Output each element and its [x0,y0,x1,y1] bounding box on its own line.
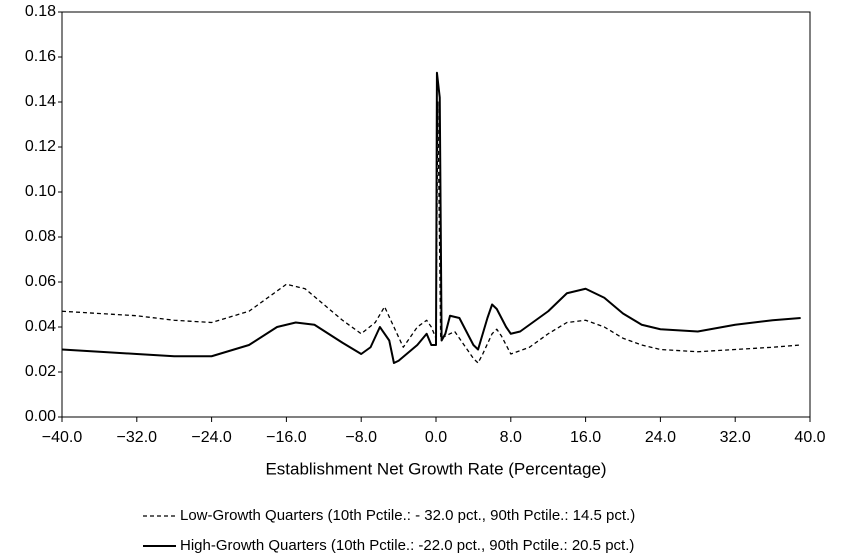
y-tick-label: 0.16 [25,48,56,65]
y-tick-label: 0.04 [25,318,56,335]
x-tick-label: −24.0 [191,429,232,446]
y-tick-label: 0.14 [25,93,56,110]
x-tick-label: 16.0 [570,429,601,446]
y-tick-label: 0.10 [25,183,56,200]
y-tick-label: 0.18 [25,3,56,20]
x-tick-label: 0.0 [425,429,447,446]
x-tick-label: −32.0 [117,429,158,446]
x-tick-label: 8.0 [500,429,522,446]
y-tick-label: 0.06 [25,273,56,290]
legend-label: High-Growth Quarters (10th Pctile.: -22.… [180,537,634,554]
y-tick-label: 0.02 [25,363,56,380]
x-tick-label: −40.0 [42,429,83,446]
x-tick-label: 32.0 [720,429,751,446]
x-tick-label: 40.0 [794,429,825,446]
y-tick-label: 0.12 [25,138,56,155]
x-tick-label: 24.0 [645,429,676,446]
x-tick-label: −16.0 [266,429,307,446]
series-line [61,101,801,364]
series-line [61,71,801,364]
y-tick-label: 0.08 [25,228,56,245]
legend-label: Low-Growth Quarters (10th Pctile.: - 32.… [180,507,635,524]
x-axis-label: Establishment Net Growth Rate (Percentag… [265,459,606,478]
x-tick-label: −8.0 [345,429,377,446]
y-tick-label: 0.00 [25,408,56,425]
